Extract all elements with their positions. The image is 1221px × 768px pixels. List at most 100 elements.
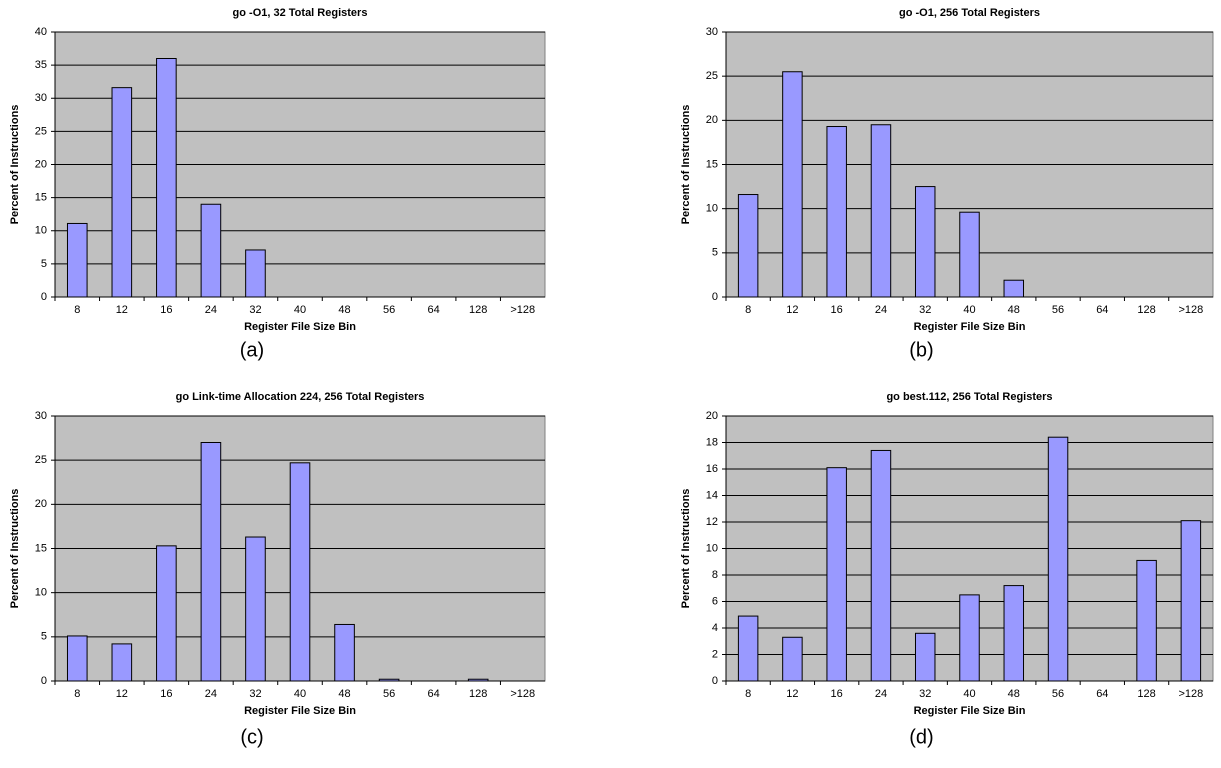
- y-tick-label: 15: [35, 542, 47, 554]
- y-tick-label: 18: [706, 436, 718, 448]
- x-tick-label: 12: [116, 304, 128, 316]
- x-axis-label: Register File Size Bin: [914, 705, 1026, 717]
- bar: [1003, 279, 1025, 298]
- y-tick-label: 0: [712, 675, 718, 687]
- x-axis-label: Register File Size Bin: [244, 705, 356, 717]
- y-tick-label: 5: [712, 247, 718, 259]
- y-tick-label: 12: [706, 516, 718, 528]
- bar: [66, 635, 88, 682]
- x-tick-label: 56: [1052, 304, 1064, 316]
- y-tick-label: 8: [712, 569, 718, 581]
- x-tick-label: 56: [383, 304, 395, 316]
- y-tick-label: 20: [706, 410, 718, 422]
- y-tick-label: 2: [712, 648, 718, 660]
- x-tick-label: 64: [1096, 688, 1108, 700]
- bar: [782, 71, 803, 298]
- y-tick-label: 30: [706, 26, 718, 38]
- x-axis-label: Register File Size Bin: [244, 321, 356, 333]
- x-tick-label: 32: [919, 688, 931, 700]
- y-tick-label: 0: [41, 675, 47, 687]
- y-tick-label: 35: [35, 59, 47, 71]
- x-tick-label: 48: [338, 688, 350, 700]
- bar: [378, 678, 400, 682]
- x-tick-label: >128: [1178, 688, 1203, 700]
- x-tick-label: >128: [510, 688, 535, 700]
- x-tick-label: 56: [1052, 688, 1064, 700]
- x-tick-label: 24: [205, 304, 217, 316]
- bar: [111, 643, 133, 682]
- bar: [200, 442, 222, 682]
- bar: [959, 211, 980, 298]
- y-axis-label: Percent of Instructions: [680, 105, 692, 225]
- bar: [1136, 559, 1157, 682]
- x-axis-label: Register File Size Bin: [914, 321, 1026, 333]
- bar: [1003, 585, 1025, 682]
- x-tick-label: 12: [786, 688, 798, 700]
- x-tick-label: >128: [510, 304, 535, 316]
- bar: [1180, 520, 1202, 682]
- x-tick-label: 32: [249, 304, 261, 316]
- x-tick-label: 40: [963, 304, 975, 316]
- x-tick-label: 56: [383, 688, 395, 700]
- bar: [66, 222, 88, 298]
- bar: [914, 186, 936, 298]
- x-tick-label: 40: [294, 304, 306, 316]
- bar: [959, 594, 980, 682]
- y-tick-label: 16: [706, 463, 718, 475]
- y-tick-label: 40: [35, 26, 47, 38]
- x-tick-label: 32: [919, 304, 931, 316]
- x-tick-label: 16: [831, 688, 843, 700]
- x-tick-label: 16: [160, 688, 172, 700]
- chart-title: go -O1, 32 Total Registers: [233, 7, 368, 19]
- chart-title: go Link-time Allocation 224, 256 Total R…: [176, 391, 425, 403]
- x-tick-label: 32: [249, 688, 261, 700]
- bar: [826, 467, 847, 682]
- y-tick-label: 20: [35, 498, 47, 510]
- x-tick-label: 64: [428, 688, 440, 700]
- y-tick-label: 30: [35, 92, 47, 104]
- x-tick-label: 12: [116, 688, 128, 700]
- bar: [467, 678, 489, 682]
- bar: [200, 203, 222, 298]
- x-tick-label: 40: [963, 688, 975, 700]
- bar: [156, 58, 177, 298]
- x-tick-label: 8: [74, 688, 80, 700]
- x-tick-label: 48: [1008, 688, 1020, 700]
- chart-title: go -O1, 256 Total Registers: [899, 7, 1040, 19]
- x-tick-label: 128: [1137, 688, 1155, 700]
- bar: [245, 536, 266, 682]
- x-tick-label: 128: [1137, 304, 1155, 316]
- bar: [111, 87, 133, 298]
- y-axis-label: Percent of Instructions: [9, 489, 21, 609]
- x-tick-label: 128: [469, 688, 487, 700]
- y-tick-label: 15: [706, 158, 718, 170]
- y-tick-label: 10: [706, 203, 718, 215]
- y-tick-label: 25: [706, 70, 718, 82]
- bar: [245, 249, 266, 298]
- x-tick-label: 16: [831, 304, 843, 316]
- x-tick-label: 12: [786, 304, 798, 316]
- x-tick-label: 8: [745, 304, 751, 316]
- caption: (a): [240, 339, 264, 361]
- y-tick-label: 4: [712, 622, 718, 634]
- caption: (b): [909, 339, 933, 361]
- x-tick-label: 128: [469, 304, 487, 316]
- x-tick-label: 48: [1008, 304, 1020, 316]
- y-tick-label: 25: [35, 454, 47, 466]
- y-axis-label: Percent of Instructions: [9, 105, 21, 225]
- x-tick-label: 8: [74, 304, 80, 316]
- bar: [334, 623, 355, 682]
- bar: [737, 615, 759, 682]
- y-tick-label: 25: [35, 125, 47, 137]
- x-tick-label: 16: [160, 304, 172, 316]
- y-tick-label: 10: [35, 587, 47, 599]
- chart-title: go best.112, 256 Total Registers: [886, 391, 1052, 403]
- x-tick-label: 64: [1096, 304, 1108, 316]
- y-tick-label: 15: [35, 192, 47, 204]
- x-tick-label: 40: [294, 688, 306, 700]
- y-tick-label: 20: [35, 158, 47, 170]
- x-tick-label: 24: [205, 688, 217, 700]
- bar: [914, 632, 936, 682]
- caption: (c): [240, 726, 263, 748]
- x-tick-label: >128: [1178, 304, 1203, 316]
